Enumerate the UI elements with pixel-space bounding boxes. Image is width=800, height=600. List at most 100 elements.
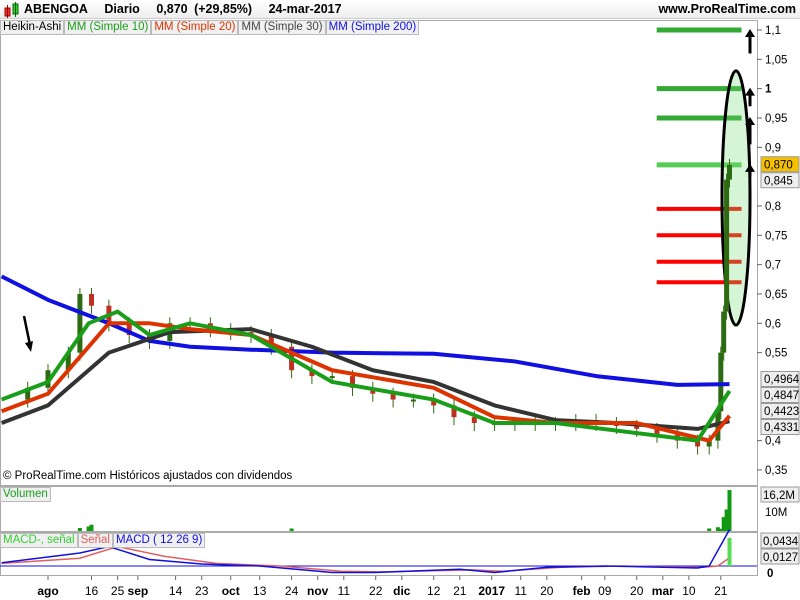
volume-legend: Volumen: [0, 487, 51, 502]
macd-signal-line: [1, 545, 730, 573]
volume-value-box: [760, 486, 800, 503]
legend-ma30[interactable]: MM (Simple 30): [238, 20, 326, 35]
volume-panel-frame: [0, 486, 758, 532]
volume-bar: [289, 528, 294, 531]
x-tick-label: 22: [369, 584, 383, 598]
legend-volume[interactable]: Volumen: [0, 487, 51, 502]
line-ma10: [0, 309, 732, 443]
macd-value-box: [760, 548, 800, 565]
x-tick-label: 11: [514, 584, 527, 598]
indicator-legend: Heikin-Ashi MM (Simple 10) MM (Simple 20…: [0, 20, 420, 35]
signal-arrow-head-icon: [25, 341, 33, 352]
volume-bar: [715, 527, 720, 531]
volume-tick-label: 10M: [765, 507, 787, 519]
y-tick-label: 0,9: [765, 142, 781, 154]
y-tick-label: 1: [765, 84, 772, 96]
value-box-label: 0,4964: [764, 374, 800, 386]
x-tick-label: 10: [682, 584, 696, 598]
y-tick-label: 0,95: [765, 113, 787, 125]
x-tick-label: dic: [393, 584, 411, 598]
legend-heikin-ashi[interactable]: Heikin-Ashi: [0, 20, 65, 35]
x-tick-label: 24: [285, 584, 299, 598]
y-tick-label: 0,55: [765, 348, 787, 360]
legend-ma10[interactable]: MM (Simple 10): [64, 20, 152, 35]
price-value-box: 0,4964: [760, 371, 800, 388]
legend-macd-hist[interactable]: MACD-, señal: [0, 533, 78, 548]
price-value-box: 0,845: [760, 172, 800, 189]
arrow-head-icon: [745, 163, 755, 172]
candle-body: [65, 352, 71, 371]
candle-body: [410, 399, 416, 402]
volume-bar: [707, 528, 712, 531]
site-link[interactable]: www.ProRealTime.com: [658, 2, 796, 16]
x-tick-label: 12: [427, 584, 441, 598]
x-tick-label: oct: [222, 584, 240, 598]
legend-ma200[interactable]: MM (Simple 200): [325, 20, 420, 35]
x-tick-label: sep: [128, 584, 149, 598]
period: Diario: [104, 2, 140, 16]
price-panel-frame: [0, 20, 758, 486]
candle-body: [431, 399, 437, 406]
value-box-label: 0,845: [764, 175, 793, 187]
volume-bar: [721, 517, 726, 531]
y-tick-label: 1,1: [765, 25, 781, 37]
y-tick-label: 0,8: [765, 201, 781, 213]
value-box-bg: [760, 387, 800, 404]
volume-bar: [77, 527, 82, 531]
value-box-label: 0,4423: [764, 406, 799, 418]
macd-histogram-bar: [727, 537, 732, 566]
macd-value-label: 0,0434: [763, 536, 799, 548]
candle-body: [350, 376, 355, 388]
price-value-box: 0,4847: [760, 387, 800, 404]
y-tick-label: 0,65: [765, 289, 787, 301]
symbol: ABENGOA: [24, 2, 88, 16]
macd-line: [1, 529, 731, 574]
x-tick-label: 11: [338, 584, 351, 598]
x-tick-label: 21: [714, 584, 728, 598]
x-tick-label: nov: [307, 584, 329, 598]
candle-body: [695, 440, 701, 447]
x-tick-label: feb: [573, 584, 591, 598]
candle-body: [268, 335, 274, 347]
macd-zero-label: 0: [767, 568, 773, 580]
legend-macd[interactable]: MACD ( 12 26 9): [113, 533, 206, 548]
value-box-label: 0,4847: [764, 390, 799, 402]
x-tick-label: 2017: [478, 584, 505, 598]
macd-legend: MACD-, señal Señal MACD ( 12 26 9): [0, 533, 206, 548]
footer-note: © ProRealTime.com Históricos ajustados c…: [3, 470, 293, 482]
volume-bar: [718, 528, 723, 531]
candle-body: [718, 352, 724, 412]
candle-body: [25, 387, 31, 400]
value-box-bg: [760, 403, 800, 420]
candlestick-logo-icon: [4, 2, 19, 18]
candle-body: [471, 417, 477, 424]
legend-ma20[interactable]: MM (Simple 20): [151, 20, 239, 35]
y-tick-label: 0,4: [765, 436, 782, 448]
candle-body: [721, 311, 727, 353]
candle-body: [727, 164, 732, 180]
y-tick-label: 0,6: [765, 318, 781, 330]
arrow-head-icon: [745, 116, 755, 125]
line-ma20: [0, 321, 732, 443]
price-value-box: 0,870: [760, 156, 800, 173]
volume-bar: [86, 526, 91, 531]
value-box-bg: [760, 419, 800, 436]
candle-body: [77, 293, 83, 353]
x-tick-label: 23: [195, 584, 209, 598]
candle-body: [724, 179, 730, 312]
arrow-head-icon: [745, 87, 755, 96]
candle-body: [126, 323, 132, 336]
x-tick-label: 20: [630, 584, 644, 598]
x-tick-label: 09: [598, 584, 612, 598]
candle-body: [329, 376, 335, 379]
macd-value-label: 0,0127: [763, 552, 798, 564]
value-box-bg: [760, 371, 800, 388]
candle-body: [89, 293, 94, 306]
value-box-label: 0,870: [764, 159, 793, 171]
legend-macd-signal[interactable]: Señal: [77, 533, 113, 548]
candle-body: [451, 405, 457, 418]
y-tick-label: 0,35: [765, 465, 787, 477]
value-box-label: 0,4331: [764, 422, 799, 434]
y-tick-label: 1,05: [765, 54, 787, 66]
